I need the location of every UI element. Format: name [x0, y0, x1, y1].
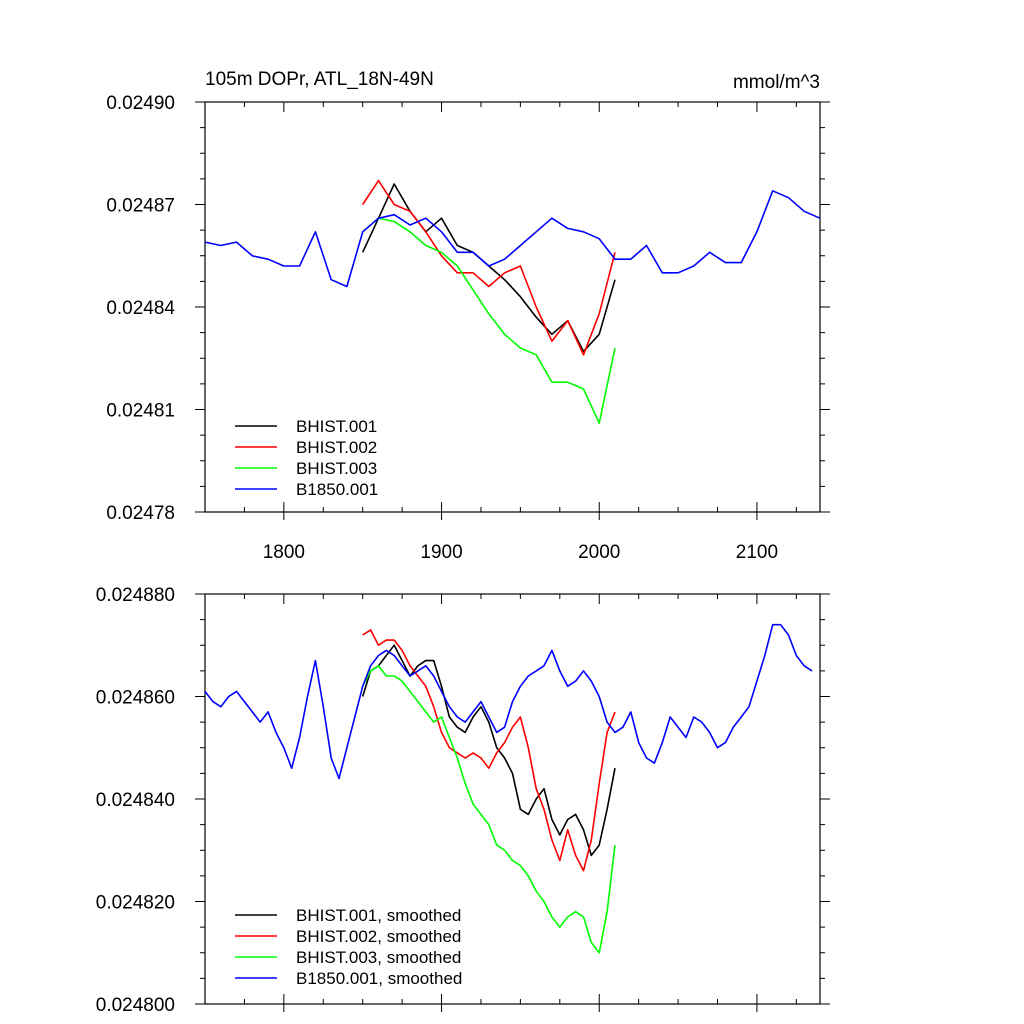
legend-label: BHIST.001 [296, 417, 377, 436]
x-tick-label: 2000 [578, 542, 620, 563]
y-tick-label: 0.024840 [96, 790, 175, 811]
top-chart-title: 105m DOPr, ATL_18N-49N [205, 69, 434, 90]
y-tick-label: 0.02487 [106, 196, 175, 217]
legend-label: BHIST.003, smoothed [296, 948, 461, 967]
y-tick-label: 0.024880 [96, 585, 175, 606]
bottom-chart: 0.024800 0.024820 0.024840 0.024860 0.024880… [96, 585, 830, 1016]
series-line-1 [361, 644, 616, 857]
legend-label: BHIST.002, smoothed [296, 927, 461, 946]
series-line-2 [362, 179, 616, 356]
y-tick-label: 0.02484 [106, 298, 175, 319]
legend-label: BHIST.003 [296, 459, 377, 478]
y-tick-label: 0.02481 [106, 401, 175, 422]
x-tick-label: 2100 [736, 542, 778, 563]
top-chart-units: mmol/m^3 [733, 72, 820, 93]
series-line-3 [362, 217, 616, 425]
series-line-3 [361, 664, 616, 954]
x-tick-label: 1800 [263, 542, 305, 563]
legend-label: B1850.001 [296, 480, 378, 499]
x-tick-label: 1900 [420, 542, 462, 563]
y-tick-label: 0.024860 [96, 688, 175, 709]
series-line-4 [204, 190, 821, 288]
series-line-4 [204, 623, 813, 780]
series-line-1 [361, 183, 616, 353]
y-tick-label: 0.02490 [106, 93, 175, 114]
legend-label: BHIST.002 [296, 438, 377, 457]
y-tick-label: 0.024800 [96, 995, 175, 1016]
top-chart: 105m DOPr, ATL_18N-49N mmol/m^3 1800 1900… [106, 69, 830, 563]
y-tick-label: 0.024820 [96, 893, 175, 914]
series-line-2 [362, 629, 616, 872]
y-tick-label: 0.02478 [106, 503, 175, 524]
legend-label: BHIST.001, smoothed [296, 906, 461, 925]
legend-label: B1850.001, smoothed [296, 969, 462, 988]
